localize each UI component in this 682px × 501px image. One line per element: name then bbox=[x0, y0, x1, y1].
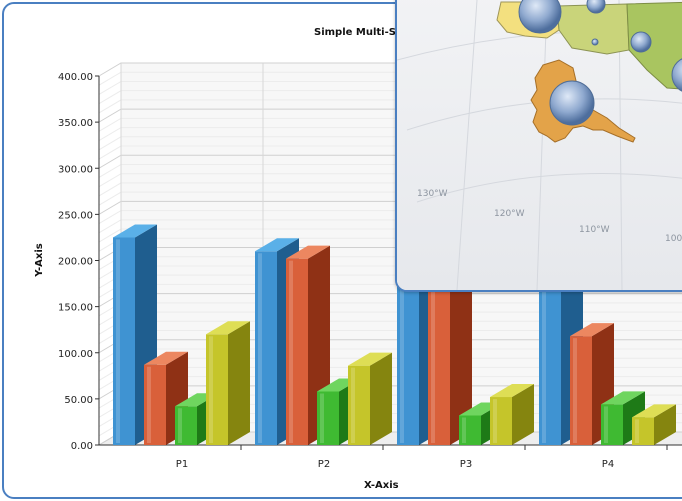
y-tick-label: 150.00 bbox=[58, 303, 93, 314]
x-tick-label: P1 bbox=[176, 459, 188, 470]
chart-title: Simple Multi-S bbox=[314, 27, 396, 38]
x-tick-label: P2 bbox=[318, 459, 330, 470]
y-tick-label: 50.00 bbox=[64, 395, 93, 406]
y-tick-label: 400.00 bbox=[58, 72, 93, 83]
lon-label: 120°W bbox=[494, 209, 525, 219]
bar-highlight bbox=[493, 399, 497, 443]
bar-front bbox=[255, 251, 277, 445]
bar-top bbox=[286, 245, 330, 259]
y-tick-label: 300.00 bbox=[58, 164, 93, 175]
bars bbox=[113, 210, 676, 445]
bar-top bbox=[113, 224, 157, 238]
bar-highlight bbox=[320, 393, 324, 443]
bar-highlight bbox=[178, 408, 182, 443]
bar-top bbox=[255, 238, 299, 252]
bar-highlight bbox=[289, 260, 293, 443]
us-east-states bbox=[626, 1, 682, 90]
bar-side bbox=[512, 384, 534, 445]
y-axis-title: Y-Axis bbox=[34, 243, 45, 278]
bar-highlight bbox=[209, 336, 213, 443]
bar-side bbox=[228, 321, 250, 445]
map-bubble bbox=[630, 31, 652, 53]
bar-front bbox=[317, 391, 339, 445]
map-bubble bbox=[671, 58, 682, 92]
bar-top bbox=[144, 351, 188, 365]
map-bubble bbox=[549, 80, 595, 126]
y-tick-label: 100.00 bbox=[58, 349, 93, 360]
map-bubble bbox=[591, 38, 599, 46]
y-tick-label: 0.00 bbox=[71, 441, 93, 452]
lon-label: 110°W bbox=[579, 225, 610, 235]
y-tick-label: 250.00 bbox=[58, 210, 93, 221]
lon-label: 130°W bbox=[417, 189, 448, 199]
bar-highlight bbox=[573, 338, 577, 443]
bar-side bbox=[370, 352, 392, 445]
y-tick-label: 350.00 bbox=[58, 118, 93, 129]
bubble-map-window: 130°W 120°W 110°W 100 bbox=[395, 0, 682, 292]
bar-top bbox=[490, 384, 534, 398]
bar-front bbox=[286, 258, 308, 445]
bar-highlight bbox=[635, 419, 639, 443]
bar-front bbox=[206, 334, 228, 445]
bar-highlight bbox=[147, 366, 151, 443]
x-axis-ticks: P1 P2 P3 P4 bbox=[176, 445, 668, 470]
bubble-map: 130°W 120°W 110°W 100 bbox=[397, 0, 682, 290]
bar-side bbox=[654, 404, 676, 445]
bar-front bbox=[601, 404, 623, 445]
x-axis-title: X-Axis bbox=[364, 480, 399, 491]
bar-top bbox=[206, 321, 250, 335]
map-bubble bbox=[518, 0, 562, 34]
bar-top bbox=[348, 352, 392, 366]
bar-top bbox=[632, 404, 676, 418]
x-tick-label: P4 bbox=[602, 459, 614, 470]
bar-highlight bbox=[258, 253, 262, 443]
bar-front bbox=[490, 397, 512, 445]
y-tick-label: 200.00 bbox=[58, 257, 93, 268]
lon-label: 100 bbox=[665, 234, 682, 244]
bar-front bbox=[632, 417, 654, 445]
bar-front bbox=[144, 364, 166, 445]
bar-highlight bbox=[542, 225, 546, 443]
bar-highlight bbox=[462, 417, 466, 443]
bar-front bbox=[348, 365, 370, 445]
bar-top bbox=[601, 391, 645, 405]
bar-top bbox=[570, 323, 614, 337]
bar-highlight bbox=[431, 225, 435, 443]
bar-highlight bbox=[604, 406, 608, 443]
bar-highlight bbox=[400, 225, 404, 443]
bar-front bbox=[459, 415, 481, 445]
bar-highlight bbox=[116, 239, 120, 443]
map-bubble bbox=[586, 0, 606, 14]
bar-front bbox=[113, 237, 135, 445]
bar-highlight bbox=[351, 367, 355, 443]
bar-front bbox=[175, 406, 197, 445]
x-tick-label: P3 bbox=[460, 459, 472, 470]
bar-front bbox=[570, 336, 592, 445]
